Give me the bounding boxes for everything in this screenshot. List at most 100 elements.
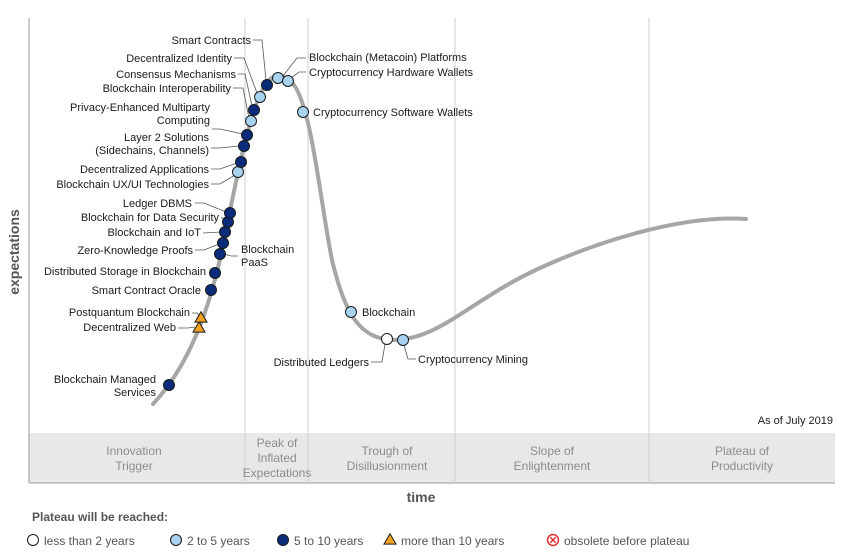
- legend: less than 2 years 2 to 5 years 5 to 10 yea…: [27, 532, 689, 548]
- leader-line-distributed-ledgers: [371, 343, 386, 363]
- marker-decentralized-identity: [254, 91, 266, 103]
- legend-marker-5to10: [277, 534, 289, 546]
- leader-line-cryptocurrency-hardware-wallets: [290, 71, 306, 79]
- label-blockchain-paas: PaaS: [241, 257, 268, 269]
- phase-label-peak-of-inflated-expectations: Inflated: [257, 451, 296, 465]
- legend-marker-obsolete: [546, 533, 560, 547]
- leader-line-consensus-mechanisms: [238, 73, 253, 107]
- marker-cryptocurrency-hardware-wallets: [282, 75, 294, 87]
- marker-distributed-ledgers: [381, 333, 393, 345]
- label-cryptocurrency-hardware-wallets: Cryptocurrency Hardware Wallets: [309, 67, 474, 79]
- leader-line-cryptocurrency-mining: [403, 344, 416, 360]
- label-cryptocurrency-software-wallets: Cryptocurrency Software Wallets: [313, 107, 473, 119]
- label-blockchain-ux-ui-technologies: Blockchain UX/UI Technologies: [56, 179, 209, 191]
- legend-label-gt10: more than 10 years: [401, 534, 504, 548]
- marker-consensus-mechanisms: [248, 104, 260, 116]
- phase-label-trough-of-disillusionment: Disillusionment: [347, 459, 428, 473]
- phase-label-slope-of-enlightenment: Enlightenment: [514, 459, 591, 473]
- label-blockchain-and-iot: Blockchain and IoT: [107, 227, 201, 239]
- label-smart-contracts: Smart Contracts: [172, 35, 252, 47]
- leader-line-blockchain-interoperability: [233, 87, 250, 119]
- label-decentralized-web: Decentralized Web: [83, 322, 176, 334]
- phase-label-trough-of-disillusionment: Trough of: [362, 444, 414, 458]
- phase-label-slope-of-enlightenment: Slope of: [530, 444, 575, 458]
- x-axis-title: time: [407, 489, 436, 505]
- marker-blockchain-metacoin-platforms: [272, 72, 284, 84]
- leader-line-blockchain-and-iot: [202, 231, 222, 234]
- marker-decentralized-web: [192, 320, 206, 333]
- label-distributed-ledgers: Distributed Ledgers: [274, 357, 370, 369]
- label-ledger-dbms: Ledger DBMS: [123, 198, 192, 210]
- marker-cryptocurrency-software-wallets: [297, 106, 309, 118]
- phase-label-plateau-of-productivity: Plateau of: [715, 444, 770, 458]
- marker-privacy-enhanced-multiparty-computing: [241, 129, 253, 141]
- leader-line-zero-knowledge-proofs: [195, 243, 220, 251]
- legend-title: Plateau will be reached:: [32, 510, 168, 524]
- leader-line-smart-contracts: [253, 39, 267, 81]
- label-blockchain-managed-services: Services: [114, 387, 157, 399]
- label-smart-contract-oracle: Smart Contract Oracle: [92, 285, 201, 297]
- leader-line-decentralized-identity: [234, 57, 258, 94]
- legend-marker-gt10: [383, 532, 397, 545]
- marker-ledger-dbms: [224, 207, 236, 219]
- label-consensus-mechanisms: Consensus Mechanisms: [116, 69, 236, 81]
- label-zero-knowledge-proofs: Zero-Knowledge Proofs: [77, 245, 193, 257]
- marker-smart-contracts: [261, 79, 273, 91]
- label-blockchain-metacoin-platforms: Blockchain (Metacoin) Platforms: [309, 52, 467, 64]
- marker-blockchain-interoperability: [245, 115, 257, 127]
- label-blockchain-managed-services: Blockchain Managed: [54, 374, 156, 386]
- marker-postquantum-blockchain: [194, 310, 208, 323]
- point-markers: [163, 72, 409, 391]
- marker-blockchain-paas: [214, 248, 226, 260]
- leader-line-layer-2-solutions-sidechains-channels: [211, 145, 241, 149]
- legend-marker-lt2: [27, 534, 39, 546]
- marker-smart-contract-oracle: [205, 284, 217, 296]
- leader-line-blockchain-metacoin-platforms: [282, 57, 306, 77]
- phase-label-innovation-trigger: Trigger: [115, 459, 153, 473]
- marker-blockchain-and-iot: [219, 226, 231, 238]
- leader-line-blockchain-ux-ui-technologies: [211, 174, 236, 185]
- label-decentralized-applications: Decentralized Applications: [80, 164, 210, 176]
- leader-lines: [178, 39, 416, 363]
- label-blockchain: Blockchain: [362, 307, 415, 319]
- phase-label-peak-of-inflated-expectations: Expectations: [243, 466, 312, 480]
- label-privacy-enhanced-multiparty-computing: Privacy-Enhanced Multiparty: [70, 102, 211, 114]
- label-blockchain-paas: Blockchain: [241, 244, 294, 256]
- label-layer-2-solutions-sidechains-channels: (Sidechains, Channels): [95, 145, 209, 157]
- legend-label-5to10: 5 to 10 years: [294, 534, 363, 548]
- label-distributed-storage-in-blockchain: Distributed Storage in Blockchain: [44, 266, 206, 278]
- phase-label-peak-of-inflated-expectations: Peak of: [257, 436, 298, 450]
- marker-decentralized-applications: [235, 156, 247, 168]
- label-privacy-enhanced-multiparty-computing: Computing: [157, 115, 210, 127]
- leader-line-blockchain-paas: [223, 253, 238, 257]
- label-blockchain-interoperability: Blockchain Interoperability: [103, 83, 232, 95]
- label-layer-2-solutions-sidechains-channels: Layer 2 Solutions: [124, 132, 209, 144]
- label-decentralized-identity: Decentralized Identity: [126, 53, 232, 65]
- label-cryptocurrency-mining: Cryptocurrency Mining: [418, 354, 528, 366]
- as-of-date: As of July 2019: [758, 415, 833, 427]
- leader-line-privacy-enhanced-multiparty-computing: [212, 128, 244, 135]
- legend-label-obsolete: obsolete before plateau: [564, 534, 689, 548]
- legend-label-2to5: 2 to 5 years: [187, 534, 250, 548]
- leader-line-decentralized-web: [178, 326, 196, 329]
- marker-cryptocurrency-mining: [397, 334, 409, 346]
- marker-blockchain-managed-services: [163, 379, 175, 391]
- marker-layer-2-solutions-sidechains-channels: [238, 140, 250, 152]
- y-axis-title: expectations: [6, 209, 22, 295]
- leader-line-ledger-dbms: [195, 202, 227, 213]
- leader-line-decentralized-applications: [211, 162, 238, 170]
- marker-distributed-storage-in-blockchain: [209, 267, 221, 279]
- marker-zero-knowledge-proofs: [217, 237, 229, 249]
- phase-band-bg: [29, 433, 835, 483]
- marker-blockchain: [345, 306, 357, 318]
- phase-label-innovation-trigger: Innovation: [106, 444, 161, 458]
- phase-label-plateau-of-productivity: Productivity: [711, 459, 773, 473]
- legend-label-lt2: less than 2 years: [44, 534, 135, 548]
- leader-line-postquantum-blockchain: [192, 312, 200, 317]
- label-postquantum-blockchain: Postquantum Blockchain: [69, 307, 190, 319]
- marker-blockchain-ux-ui-technologies: [232, 166, 244, 178]
- legend-marker-2to5: [170, 534, 182, 546]
